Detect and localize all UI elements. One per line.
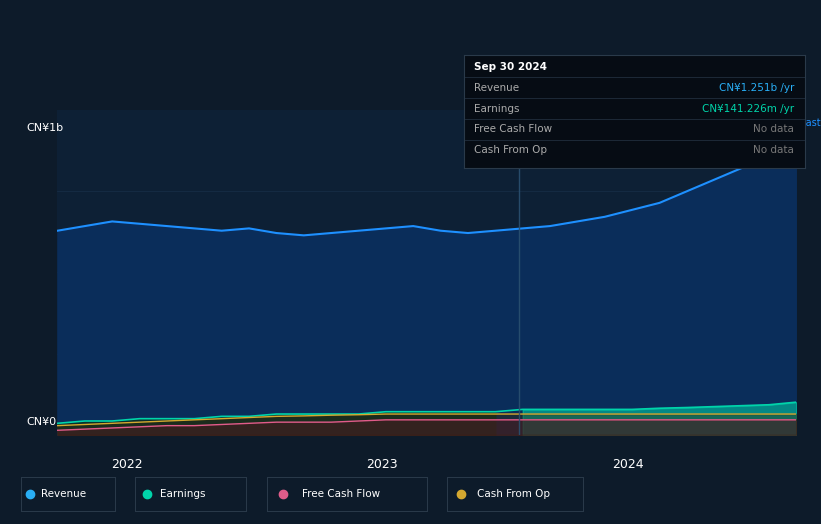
Text: Free Cash Flow: Free Cash Flow bbox=[474, 124, 553, 134]
Text: 2024: 2024 bbox=[612, 458, 644, 472]
Text: Cash From Op: Cash From Op bbox=[474, 145, 547, 155]
Text: CN¥1.251b /yr: CN¥1.251b /yr bbox=[719, 83, 795, 93]
Text: 2022: 2022 bbox=[112, 458, 143, 472]
Text: 2023: 2023 bbox=[366, 458, 397, 472]
Text: Revenue: Revenue bbox=[474, 83, 519, 93]
Text: Earnings: Earnings bbox=[474, 104, 520, 114]
Text: CN¥141.226m /yr: CN¥141.226m /yr bbox=[702, 104, 795, 114]
Text: CN¥1b: CN¥1b bbox=[26, 123, 63, 134]
Text: Sep 30 2024: Sep 30 2024 bbox=[474, 62, 547, 72]
Text: Free Cash Flow: Free Cash Flow bbox=[302, 489, 380, 499]
Text: Earnings: Earnings bbox=[160, 489, 205, 499]
Text: Revenue: Revenue bbox=[41, 489, 86, 499]
Text: No data: No data bbox=[754, 124, 795, 134]
Text: CN¥0: CN¥0 bbox=[26, 417, 57, 427]
Text: No data: No data bbox=[754, 145, 795, 155]
Text: Cash From Op: Cash From Op bbox=[477, 489, 550, 499]
Text: Past G: Past G bbox=[800, 118, 821, 128]
